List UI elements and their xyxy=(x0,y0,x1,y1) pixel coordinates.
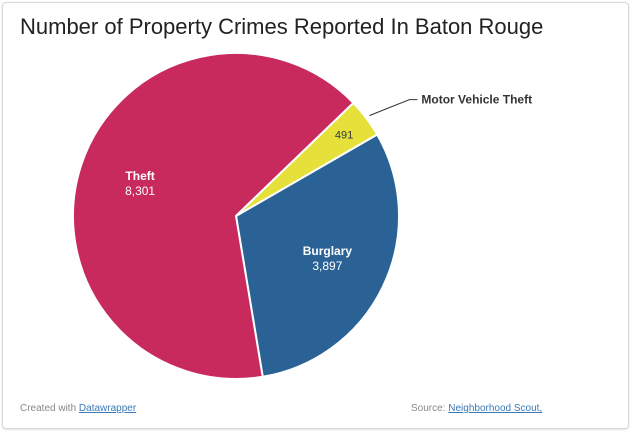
footer-source: Source: Neighborhood Scout, xyxy=(411,403,542,414)
chart-title: Number of Property Crimes Reported In Ba… xyxy=(20,14,544,39)
slice-value-theft: 8,301 xyxy=(125,184,155,198)
slice-label-burglary: Burglary xyxy=(303,244,353,258)
pie-slice-theft[interactable] xyxy=(72,52,355,380)
created-with-text: Created with xyxy=(20,403,77,414)
slice-label-theft: Theft xyxy=(125,169,154,183)
datawrapper-link[interactable]: Datawrapper xyxy=(78,403,137,414)
source-text: Source: xyxy=(411,403,446,414)
footer-credit: Created with Datawrapper xyxy=(20,403,136,414)
pie-slice-burglary[interactable] xyxy=(235,133,400,378)
slice-value-motor-vehicle-theft: 491 xyxy=(335,130,353,142)
leader-line-motor-vehicle-theft xyxy=(369,99,418,117)
source-link[interactable]: Neighborhood Scout, xyxy=(448,403,543,414)
slice-label-motor-vehicle-theft: Motor Vehicle Theft xyxy=(421,93,532,107)
slice-value-burglary: 3,897 xyxy=(312,259,342,273)
pie-slice-motor-vehicle-theft[interactable] xyxy=(235,101,379,217)
